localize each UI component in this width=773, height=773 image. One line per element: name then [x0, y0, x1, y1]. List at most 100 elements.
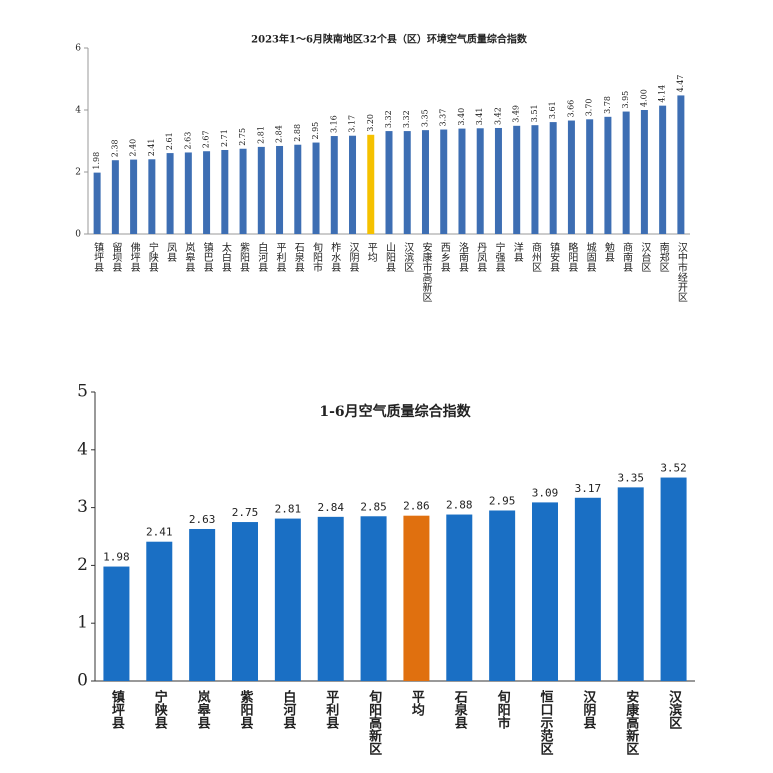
- x-tick-label: 柞水县: [329, 241, 341, 273]
- x-tick-label: 洛南县: [456, 241, 468, 273]
- bar: [148, 159, 156, 234]
- bar: [239, 148, 247, 234]
- bar: [274, 518, 301, 681]
- x-tick-label: 商州区: [529, 241, 541, 272]
- y-tick-label: 6: [75, 44, 81, 54]
- bar: [276, 145, 284, 234]
- x-tick-label: 汉台区: [639, 242, 651, 272]
- bar: [367, 134, 375, 234]
- x-tick-label: 旬阳市: [495, 689, 512, 730]
- bar: [184, 152, 192, 234]
- value-label: 2.63: [189, 513, 216, 526]
- bar: [103, 566, 130, 681]
- x-tick-label: 平均: [409, 690, 425, 717]
- value-label: 3.42: [493, 107, 502, 125]
- bar: [232, 522, 258, 681]
- x-tick-label: 汉中市经开区: [675, 242, 687, 302]
- bar: [440, 129, 448, 234]
- bar: [531, 125, 539, 234]
- x-tick-label: 恒口示范区: [538, 689, 554, 756]
- value-label: 2.61: [165, 132, 174, 150]
- bar: [146, 541, 173, 681]
- value-label: 3.70: [585, 98, 594, 116]
- value-label: 2.75: [238, 128, 247, 146]
- x-tick-label: 旬阳市: [311, 241, 323, 273]
- value-label-bg: [614, 471, 647, 486]
- value-label-bg: [486, 494, 519, 509]
- bar: [403, 515, 430, 681]
- x-tick-label: 平利县: [323, 690, 339, 730]
- value-label: 3.40: [457, 108, 466, 126]
- bar: [360, 516, 387, 681]
- bar: [403, 131, 411, 234]
- y-tick-label: 4: [75, 106, 81, 116]
- value-label-bg: [571, 481, 604, 496]
- x-tick-label: 白河县: [280, 689, 296, 730]
- value-label: 2.81: [256, 126, 265, 144]
- value-label: 3.41: [475, 107, 484, 125]
- value-label: 4.47: [676, 75, 685, 93]
- y-tick-label: 1: [77, 613, 88, 633]
- x-tick-label: 安康高新区: [623, 689, 639, 756]
- bar: [203, 151, 211, 234]
- bar: [111, 160, 119, 234]
- bar: [312, 142, 320, 234]
- x-tick-label: 凤县: [165, 242, 177, 263]
- y-tick-label: 4: [77, 439, 88, 459]
- x-tick-label: 城固县: [584, 242, 596, 273]
- value-label: 3.95: [621, 91, 630, 109]
- value-label-bg: [529, 486, 561, 501]
- x-tick-label: 丹凤县: [475, 242, 487, 273]
- value-label: 2.84: [275, 125, 284, 143]
- y-tick-label: 2: [75, 168, 81, 178]
- x-tick-label: 宁强县: [493, 241, 505, 273]
- bar: [349, 135, 357, 234]
- bar: [294, 144, 302, 234]
- value-label: 2.71: [220, 129, 229, 147]
- x-tick-label: 汉滨区: [402, 242, 414, 272]
- chart-title: 2023年1～6月陕南地区32个县（区）环境空气质量综合指数: [251, 33, 528, 46]
- value-label: 3.78: [603, 96, 612, 114]
- bar: [130, 159, 138, 234]
- x-tick-label: 白河县: [256, 241, 268, 273]
- value-label: 2.75: [232, 506, 259, 519]
- x-tick-label: 紫阳县: [238, 689, 254, 730]
- y-tick-label: 0: [77, 671, 88, 691]
- x-tick-label: 留坝县: [110, 241, 122, 273]
- value-label: 1.98: [92, 152, 101, 170]
- value-label-bg: [657, 461, 690, 476]
- value-label-bg: [357, 500, 390, 515]
- bar: [617, 487, 644, 681]
- x-tick-label: 镇坪县: [109, 689, 125, 730]
- bar: [476, 128, 484, 234]
- bar: [604, 116, 612, 234]
- value-label: 3.37: [439, 109, 448, 127]
- value-label: 3.49: [512, 105, 521, 123]
- value-label-bg: [314, 500, 347, 515]
- value-label: 3.20: [366, 114, 375, 132]
- bar: [622, 111, 630, 234]
- value-label-bg: [400, 499, 433, 514]
- value-label: 2.63: [183, 132, 192, 150]
- bar: [574, 497, 601, 681]
- chart-title: 1-6月空气质量综合指数: [319, 403, 471, 420]
- bar: [532, 502, 558, 681]
- value-label: 3.35: [420, 109, 429, 127]
- x-tick-label: 镇坪县: [92, 241, 104, 273]
- value-label-bg: [443, 498, 476, 513]
- value-label-bg: [229, 506, 261, 521]
- bar: [549, 122, 557, 234]
- bar: [189, 528, 216, 681]
- value-label: 3.17: [348, 115, 357, 133]
- value-label-bg: [186, 512, 219, 527]
- x-tick-label: 紫阳县: [238, 242, 250, 273]
- bar: [660, 477, 687, 681]
- x-tick-label: 佛坪县: [128, 241, 140, 273]
- x-tick-label: 汉阴县: [347, 242, 359, 273]
- value-label: 3.09: [532, 486, 559, 499]
- x-tick-label: 山阳县: [384, 242, 396, 273]
- value-label: 2.67: [202, 130, 211, 148]
- y-tick-label: 3: [77, 497, 88, 517]
- x-tick-label: 岚皋县: [183, 242, 195, 273]
